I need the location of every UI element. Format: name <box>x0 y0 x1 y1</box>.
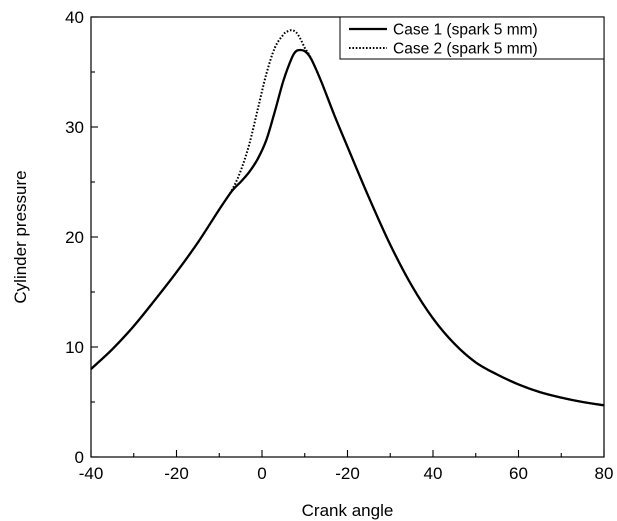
x-axis: -40 -20 0 -20 40 60 80 <box>79 450 614 483</box>
x-tick-label: 40 <box>424 464 443 483</box>
y-axis: 0 10 20 30 40 <box>65 8 98 467</box>
x-tick-label: -20 <box>164 464 189 483</box>
x-tick-label: 60 <box>509 464 528 483</box>
y-tick-label: 30 <box>65 118 84 137</box>
y-tick-label: 0 <box>75 448 84 467</box>
y-tick-label: 40 <box>65 8 84 27</box>
x-tick-label: -20 <box>335 464 360 483</box>
x-tick-label: -40 <box>79 464 104 483</box>
plot-area-frame <box>90 16 605 458</box>
legend-box <box>339 16 605 60</box>
legend-label-case-1: Case 1 (spark 5 mm) <box>393 22 538 39</box>
y-tick-label: 20 <box>65 228 84 247</box>
y-axis-title: Cylinder pressure <box>11 170 30 303</box>
legend-label-case-2: Case 2 (spark 5 mm) <box>393 41 538 58</box>
series-line-case-2 <box>90 29 605 407</box>
x-tick-label: 80 <box>595 464 614 483</box>
legend: Case 1 (spark 5 mm) Case 2 (spark 5 mm) <box>339 16 605 60</box>
y-tick-label: 10 <box>65 338 84 357</box>
series-group <box>90 29 605 407</box>
x-axis-title: Crank angle <box>302 501 394 520</box>
x-tick-label: 0 <box>257 464 266 483</box>
series-line-case-1 <box>90 48 605 407</box>
